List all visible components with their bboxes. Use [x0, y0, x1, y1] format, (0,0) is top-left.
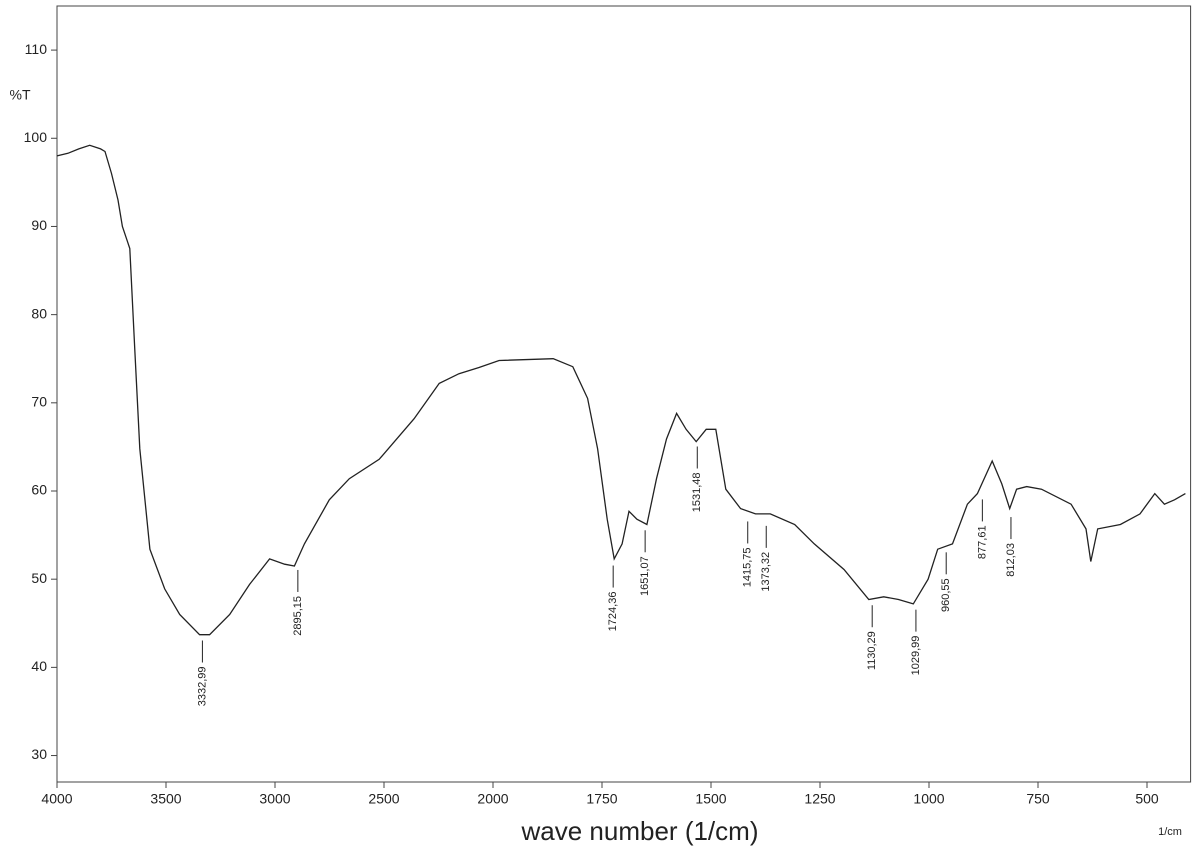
peak-label: 2895,15: [292, 596, 304, 636]
y-tick-label: 80: [31, 305, 47, 321]
x-tick-label: 3500: [150, 791, 181, 807]
x-tick-label: 750: [1026, 791, 1050, 807]
y-tick-label: 30: [31, 746, 47, 762]
x-tick-label: 4000: [41, 791, 72, 807]
y-tick-label: 110: [25, 41, 48, 57]
x-tick-label: 1000: [913, 791, 944, 807]
peak-label: 877,61: [976, 525, 988, 559]
y-tick-label: 100: [24, 129, 48, 145]
peak-label: 1029,99: [910, 636, 922, 676]
y-tick-label: 90: [31, 217, 47, 233]
peak-label: 1531,48: [691, 473, 703, 513]
y-tick-label: 70: [31, 394, 47, 410]
peak-label: 1651,07: [639, 556, 651, 596]
peak-label: 812,03: [1005, 543, 1017, 577]
x-tick-label: 2000: [477, 791, 508, 807]
plot-frame: [56, 5, 1192, 783]
spectrum-line: [56, 144, 1186, 636]
peak-label: 1373,32: [760, 552, 772, 592]
peak-label: 1130,29: [866, 631, 878, 670]
x-tick-label: 1500: [695, 791, 726, 807]
x-tick-label: 1250: [804, 791, 835, 807]
peak-label: 3332,99: [196, 667, 208, 707]
y-tick-label: 40: [31, 658, 47, 674]
peak-label: 1724,36: [607, 592, 619, 632]
y-tick-label: 50: [31, 570, 47, 586]
x-unit: 1/cm: [1158, 826, 1182, 838]
x-tick-label: 3000: [259, 791, 290, 807]
x-tick-label: 500: [1135, 791, 1159, 807]
x-tick-label: 2500: [368, 791, 399, 807]
x-tick-label: 1750: [586, 791, 617, 807]
y-axis-title: %T: [10, 87, 31, 103]
y-tick-label: 60: [31, 482, 47, 498]
peak-label: 960,55: [940, 578, 952, 612]
x-axis-title: wave number (1/cm): [521, 816, 759, 846]
peak-label: 1415,75: [742, 547, 754, 587]
